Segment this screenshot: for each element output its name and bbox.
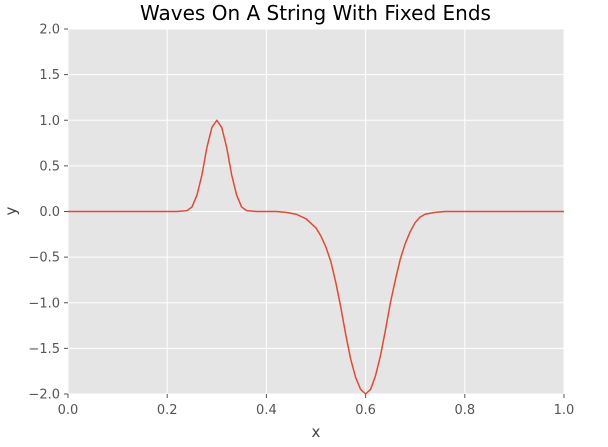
x-tick-label: 0.2 bbox=[157, 403, 178, 418]
y-tick-label: 1.0 bbox=[39, 114, 60, 129]
x-axis-label: x bbox=[312, 423, 321, 441]
y-axis-label: y bbox=[2, 206, 20, 215]
y-tick-label: −2.0 bbox=[28, 388, 60, 403]
y-tick-label: −0.5 bbox=[28, 251, 60, 266]
y-tick-label: 0.5 bbox=[39, 159, 60, 174]
x-tick-label: 0.4 bbox=[256, 403, 277, 418]
wave-line bbox=[68, 119, 564, 395]
y-axis-ticks: 2.0 1.5 1.0 0.5 0.0 −0.5 −1.0 −1.5 −2.0 bbox=[28, 23, 68, 403]
y-tick-label: 0.0 bbox=[39, 205, 60, 220]
x-tick-label: 1.0 bbox=[554, 403, 575, 418]
y-tick-label: −1.5 bbox=[28, 342, 60, 357]
x-axis-ticks: 0.0 0.2 0.4 0.6 0.8 1.0 bbox=[58, 394, 575, 418]
x-tick-label: 0.0 bbox=[58, 403, 79, 418]
x-tick-label: 0.6 bbox=[355, 403, 376, 418]
y-tick-label: 2.0 bbox=[39, 23, 60, 38]
y-tick-label: 1.5 bbox=[39, 68, 60, 83]
chart-title: Waves On A String With Fixed Ends bbox=[140, 1, 491, 25]
y-tick-label: −1.0 bbox=[28, 296, 60, 311]
x-tick-label: 0.8 bbox=[454, 403, 475, 418]
